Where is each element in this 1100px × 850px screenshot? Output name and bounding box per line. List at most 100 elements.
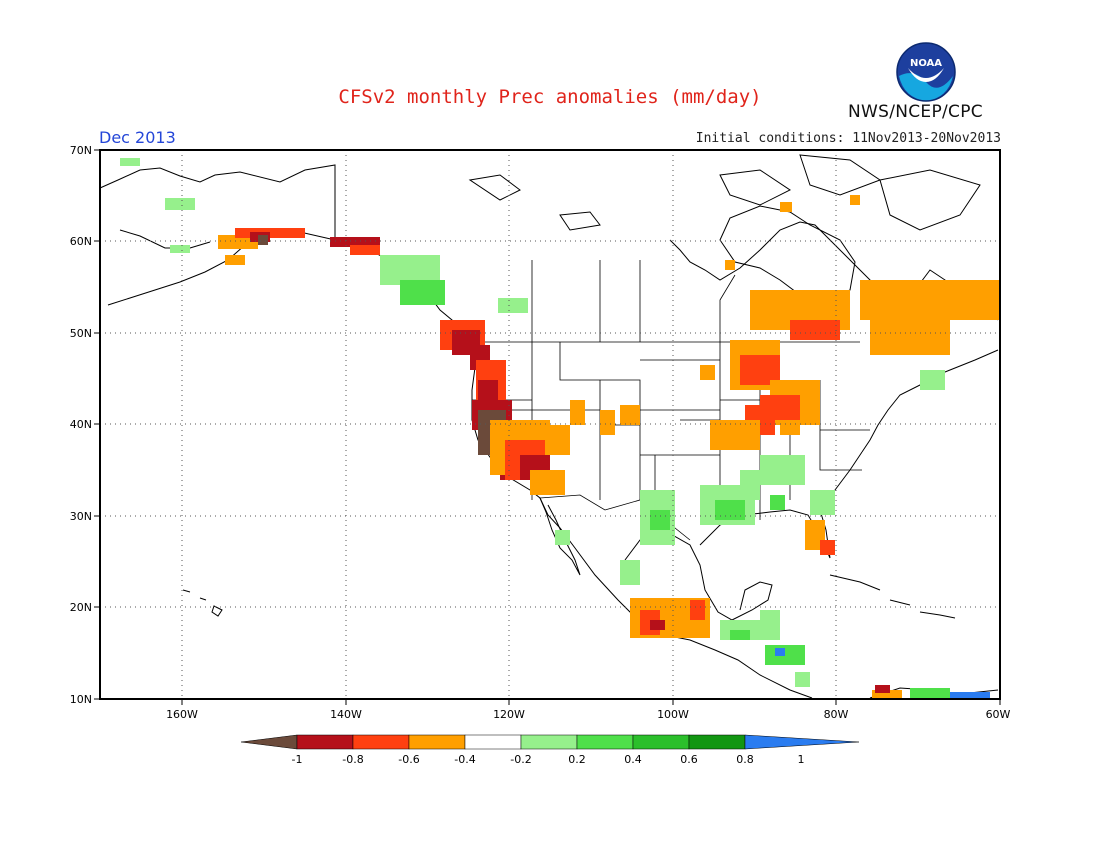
legend-tick-label: 0.8 — [736, 753, 754, 766]
anomaly-cell — [820, 540, 835, 555]
anomaly-cell — [805, 520, 825, 550]
anomaly-cell — [740, 355, 780, 385]
legend-tick-label: -1 — [292, 753, 303, 766]
anomaly-cell — [225, 255, 245, 265]
legend-swatch — [688, 734, 746, 750]
anomaly-cell — [630, 598, 710, 638]
lat-label: 20N — [70, 601, 92, 614]
anomaly-cell — [476, 360, 506, 400]
anomaly-cell — [235, 228, 305, 238]
anomaly-cell — [400, 280, 445, 305]
anomaly-cell — [910, 688, 950, 698]
anomaly-cell — [770, 495, 785, 510]
anomaly-cell — [505, 440, 545, 480]
anomaly-cell — [640, 490, 675, 545]
anomaly-cell — [170, 245, 190, 253]
legend-labels: -1 -0.8 -0.6 -0.4 -0.2 0.2 0.4 0.6 0.8 1 — [292, 753, 805, 766]
axis-ticks — [94, 149, 1001, 705]
map-frame — [99, 149, 1001, 700]
anomaly-cell — [520, 455, 550, 480]
anomaly-cell — [870, 320, 950, 355]
legend-tick-label: 0.6 — [680, 753, 698, 766]
legend-tick-label: -0.8 — [342, 753, 363, 766]
anomaly-cells — [120, 158, 1000, 700]
legend-swatch — [632, 734, 690, 750]
anomaly-cell — [920, 370, 945, 390]
anomaly-cell — [760, 455, 805, 485]
anomaly-cell — [850, 195, 860, 205]
anomaly-cell — [250, 232, 270, 242]
anomaly-cell — [495, 440, 520, 470]
anomaly-cell — [810, 490, 835, 515]
coastlines — [99, 154, 999, 699]
lat-label: 60N — [70, 235, 92, 248]
anomaly-cell — [700, 365, 715, 380]
legend-swatch — [352, 734, 410, 750]
legend-tick-label: 1 — [798, 753, 805, 766]
lon-label: 120W — [493, 708, 525, 721]
legend-swatch — [296, 734, 354, 750]
anomaly-cell — [790, 320, 840, 340]
lat-label: 50N — [70, 327, 92, 340]
anomaly-cell — [770, 380, 820, 425]
anomaly-cell — [710, 420, 760, 450]
anomaly-cell — [350, 245, 380, 255]
anomaly-cell — [795, 672, 810, 687]
anomaly-cell — [720, 620, 760, 640]
anomaly-cell — [555, 530, 570, 545]
initial-conditions-label: Initial conditions: 11Nov2013-20Nov2013 — [695, 131, 1001, 146]
anomaly-cell — [120, 158, 140, 166]
anomaly-cell — [700, 485, 755, 525]
lon-label: 160W — [166, 708, 198, 721]
anomaly-cell — [730, 340, 780, 390]
anomaly-cell — [478, 380, 498, 400]
anomaly-cell — [470, 345, 490, 370]
anomaly-cell — [950, 692, 990, 700]
anomaly-cell — [380, 255, 440, 285]
legend-tick-label: 0.4 — [624, 753, 642, 766]
logo-text: NOAA — [910, 58, 942, 69]
anomaly-cell — [330, 237, 380, 247]
anomaly-cell — [440, 320, 485, 350]
anomaly-cell — [165, 198, 195, 210]
anomaly-cell — [600, 410, 615, 435]
lat-label: 40N — [70, 418, 92, 431]
lat-label: 30N — [70, 510, 92, 523]
lon-label: 80W — [824, 708, 849, 721]
anomaly-cell — [478, 410, 506, 455]
anomaly-cell — [745, 405, 775, 435]
lon-label: 60W — [986, 708, 1011, 721]
legend-swatch — [520, 734, 578, 750]
anomaly-cell — [750, 290, 850, 330]
anomaly-cell — [872, 690, 902, 700]
anomaly-cell — [472, 400, 512, 430]
legend-tick-label: 0.2 — [568, 753, 586, 766]
anomaly-cell — [860, 280, 1000, 320]
anomaly-cell — [715, 500, 745, 520]
anomaly-cell — [760, 610, 780, 640]
anomaly-cell — [765, 645, 805, 665]
graticule — [100, 150, 1000, 699]
lon-label: 140W — [330, 708, 362, 721]
anomaly-cell — [740, 470, 760, 500]
anomaly-cell — [690, 600, 705, 620]
anomaly-cell — [725, 260, 735, 270]
anomaly-cell — [780, 202, 792, 212]
legend-arrow-low — [240, 734, 298, 750]
anomaly-cell — [650, 620, 665, 630]
anomaly-cell — [730, 630, 750, 640]
anomaly-cell — [775, 648, 785, 656]
lat-label: 70N — [70, 144, 92, 157]
anomaly-cell — [498, 298, 528, 313]
legend-swatch — [576, 734, 634, 750]
anomaly-cell — [500, 460, 525, 480]
month-label: Dec 2013 — [99, 128, 176, 147]
anomaly-cell — [620, 405, 640, 425]
anomaly-cell — [452, 330, 480, 355]
anomaly-cell — [650, 510, 670, 530]
anomaly-cell — [875, 685, 890, 693]
legend-swatch — [408, 734, 466, 750]
lat-label: 10N — [70, 693, 92, 706]
legend-swatch — [464, 734, 522, 750]
agency-label: NWS/NCEP/CPC — [848, 102, 983, 122]
